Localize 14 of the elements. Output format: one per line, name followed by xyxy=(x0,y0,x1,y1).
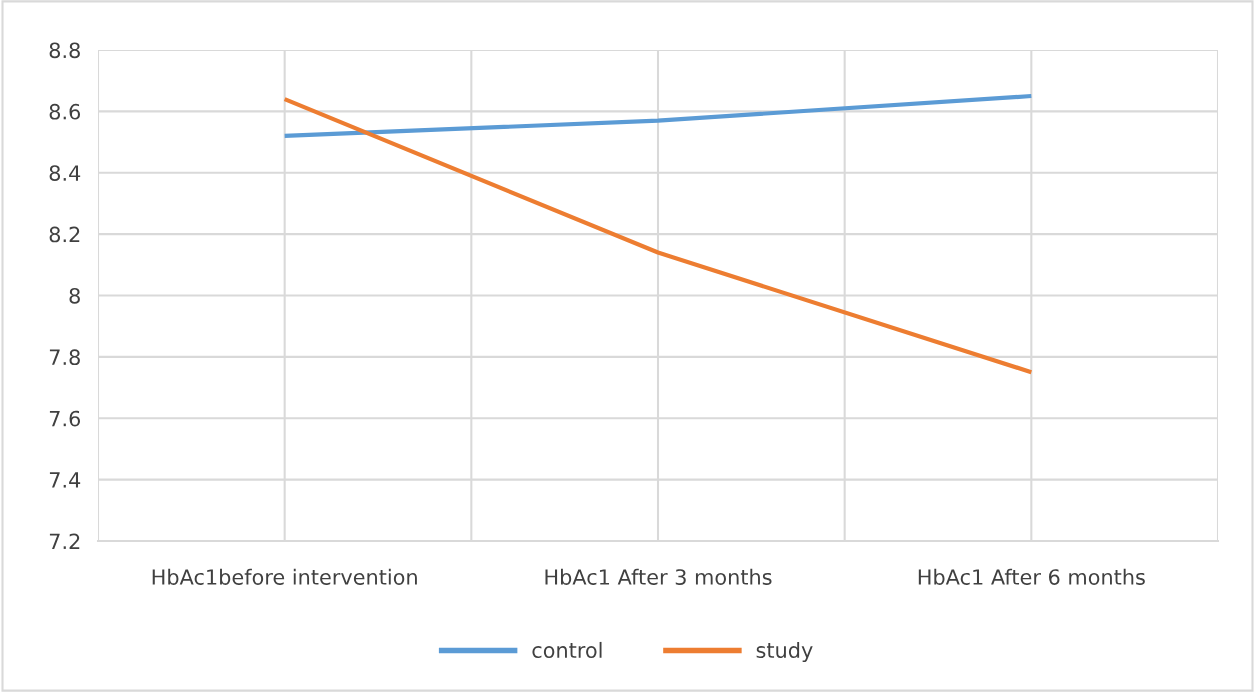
y-tick-label: 8.2 xyxy=(49,226,80,243)
x-tick-label: HbAc1 After 3 months xyxy=(545,568,772,585)
y-tick-label: 8.8 xyxy=(49,42,80,59)
y-tick-label: 7.4 xyxy=(49,472,81,488)
x-tick-label: HbAc1 After 6 months xyxy=(918,568,1145,585)
legend-label: study xyxy=(756,641,813,663)
y-tick-label: 8.4 xyxy=(49,165,81,181)
x-tick-label: HbAc1before intervention xyxy=(152,568,417,585)
y-tick-label: 8.6 xyxy=(49,103,81,120)
y-tick-label: 7.2 xyxy=(49,533,80,549)
y-tick-label: 7.8 xyxy=(49,349,80,366)
y-tick-label: 8 xyxy=(69,287,80,304)
legend-label: control xyxy=(532,641,602,659)
y-tick-label: 7.6 xyxy=(49,410,81,427)
